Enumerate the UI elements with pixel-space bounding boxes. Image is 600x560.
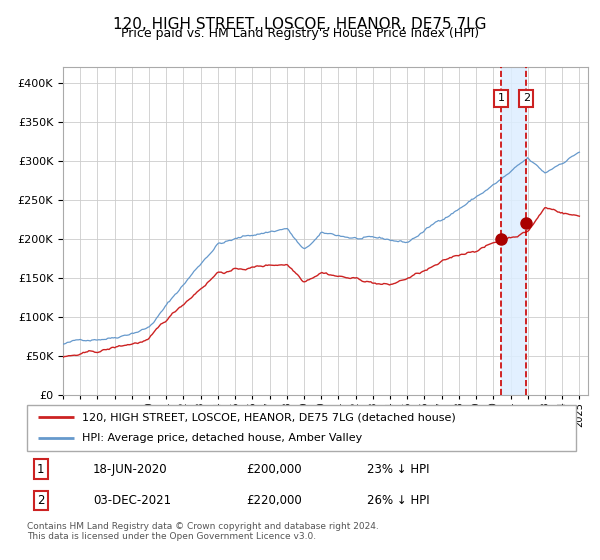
- Text: £200,000: £200,000: [247, 463, 302, 475]
- Text: 2: 2: [37, 494, 44, 507]
- FancyBboxPatch shape: [27, 405, 576, 451]
- Text: 03-DEC-2021: 03-DEC-2021: [93, 494, 171, 507]
- Text: Contains HM Land Registry data © Crown copyright and database right 2024.
This d: Contains HM Land Registry data © Crown c…: [27, 522, 379, 542]
- Text: 120, HIGH STREET, LOSCOE, HEANOR, DE75 7LG: 120, HIGH STREET, LOSCOE, HEANOR, DE75 7…: [113, 17, 487, 32]
- Text: 1: 1: [498, 94, 505, 104]
- Text: 1: 1: [37, 463, 44, 475]
- Text: 26% ↓ HPI: 26% ↓ HPI: [367, 494, 430, 507]
- Text: 23% ↓ HPI: 23% ↓ HPI: [367, 463, 430, 475]
- Text: £220,000: £220,000: [247, 494, 302, 507]
- Bar: [501, 67, 526, 395]
- Text: HPI: Average price, detached house, Amber Valley: HPI: Average price, detached house, Ambe…: [82, 433, 362, 444]
- Text: 120, HIGH STREET, LOSCOE, HEANOR, DE75 7LG (detached house): 120, HIGH STREET, LOSCOE, HEANOR, DE75 7…: [82, 412, 455, 422]
- Text: 2: 2: [523, 94, 530, 104]
- Text: Price paid vs. HM Land Registry's House Price Index (HPI): Price paid vs. HM Land Registry's House …: [121, 27, 479, 40]
- Text: 18-JUN-2020: 18-JUN-2020: [93, 463, 167, 475]
